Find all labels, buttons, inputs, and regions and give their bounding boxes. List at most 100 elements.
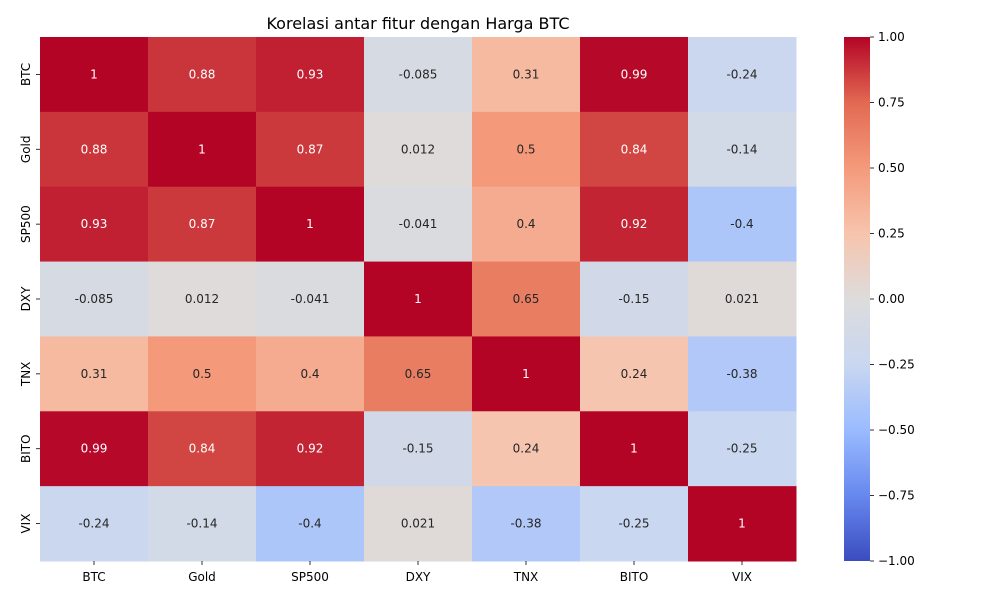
- cell-value-label: 0.99: [81, 442, 108, 456]
- heatmap-cell-btc-btc: [40, 37, 149, 113]
- cell-value-label: 1: [522, 367, 530, 381]
- cell-value-label: 0.24: [621, 367, 648, 381]
- heatmap-cell-bito-bito: [580, 411, 689, 487]
- cell-value-label: 0.31: [81, 367, 108, 381]
- cell-value-label: -0.085: [75, 292, 114, 306]
- heatmap-cell-bito-dxy: [364, 411, 473, 487]
- heatmap-cell-tnx-dxy: [364, 336, 473, 412]
- cell-value-label: -0.25: [618, 517, 649, 531]
- cell-value-label: 0.93: [297, 67, 324, 81]
- colorbar-tick-label: 0.00: [878, 292, 905, 306]
- cell-value-label: -0.38: [726, 367, 757, 381]
- cell-value-label: 0.24: [513, 442, 540, 456]
- cell-value-label: 1: [198, 142, 206, 156]
- cell-value-label: 0.31: [513, 67, 540, 81]
- x-tick-label: DXY: [406, 570, 431, 584]
- cell-value-label: 0.021: [725, 292, 759, 306]
- colorbar-tick-label: 1.00: [878, 30, 905, 44]
- cell-value-label: -0.15: [402, 442, 433, 456]
- heatmap-cell-sp500-btc: [40, 186, 149, 263]
- heatmap-cell-dxy-bito: [580, 261, 689, 337]
- heatmap-cell-vix-btc: [40, 486, 149, 562]
- y-tick-label: BITO: [19, 434, 33, 463]
- heatmap-cell-gold-dxy: [364, 111, 473, 188]
- heatmap-cell-tnx-tnx: [472, 336, 581, 412]
- colorbar-tick-label: −1.00: [878, 554, 915, 568]
- heatmap-cell-dxy-sp500: [256, 261, 365, 337]
- cell-value-label: -0.38: [510, 517, 541, 531]
- chart-title: Korelasi antar fitur dengan Harga BTC: [266, 14, 569, 33]
- colorbar-tick-label: −0.25: [878, 358, 915, 372]
- heatmap-cell-bito-gold: [148, 411, 257, 487]
- y-tick-label: BTC: [19, 63, 33, 86]
- heatmap-cell-dxy-vix: [688, 261, 797, 337]
- x-tick-label: TNX: [513, 570, 539, 584]
- heatmap-cell-vix-tnx: [472, 486, 581, 562]
- heatmap-cell-vix-vix: [688, 486, 797, 562]
- cell-value-label: 0.5: [192, 367, 211, 381]
- heatmap-cell-sp500-tnx: [472, 186, 581, 263]
- heatmap-cell-gold-gold: [148, 111, 257, 188]
- cell-value-label: -0.25: [726, 442, 757, 456]
- cell-value-label: -0.041: [399, 217, 438, 231]
- cell-value-label: 1: [630, 442, 638, 456]
- cell-value-label: 0.65: [405, 367, 432, 381]
- x-tick-label: Gold: [188, 570, 216, 584]
- heatmap-cell-bito-sp500: [256, 411, 365, 487]
- heatmap-cell-sp500-vix: [688, 186, 797, 263]
- colorbar-tick-label: 0.50: [878, 161, 905, 175]
- cell-value-label: -0.14: [186, 517, 217, 531]
- heatmap-cell-gold-sp500: [256, 111, 365, 188]
- x-tick-label: VIX: [732, 570, 752, 584]
- heatmap-cell-sp500-sp500: [256, 186, 365, 263]
- x-tick-label: BTC: [82, 570, 105, 584]
- cell-value-label: -0.041: [291, 292, 330, 306]
- y-axis-ticks: BTC Gold SP500 DXY TNX BITO VIX: [19, 63, 40, 534]
- heatmap-cell-sp500-dxy: [364, 186, 473, 263]
- cell-value-label: 0.4: [516, 217, 535, 231]
- heatmap-cell-bito-btc: [40, 411, 149, 487]
- colorbar-tick-label: −0.50: [878, 423, 915, 437]
- x-axis-ticks: BTC Gold SP500 DXY TNX BITO VIX: [82, 561, 752, 584]
- heatmap-cell-tnx-bito: [580, 336, 689, 412]
- heatmap-cell-tnx-btc: [40, 336, 149, 412]
- cell-value-label: 1: [90, 67, 98, 81]
- colorbar-tick-label: −0.75: [878, 489, 915, 503]
- heatmap-cell-gold-vix: [688, 111, 797, 188]
- heatmap-cell-tnx-sp500: [256, 336, 365, 412]
- cell-value-label: 0.88: [189, 67, 216, 81]
- y-tick-label: SP500: [19, 205, 33, 243]
- cell-value-label: 0.5: [516, 142, 535, 156]
- cell-value-label: 1: [738, 517, 746, 531]
- cell-value-label: -0.24: [726, 67, 757, 81]
- colorbar-tick-label: 0.25: [878, 227, 905, 241]
- y-tick-label: VIX: [19, 514, 33, 534]
- heatmap-cell-gold-bito: [580, 111, 689, 188]
- heatmap-cell-sp500-bito: [580, 186, 689, 263]
- cell-value-label: 0.012: [185, 292, 219, 306]
- heatmap-cell-btc-tnx: [472, 37, 581, 113]
- cell-value-label: -0.24: [78, 517, 109, 531]
- cell-value-label: 0.84: [189, 442, 216, 456]
- cell-value-label: 0.65: [513, 292, 540, 306]
- y-tick-label: DXY: [19, 286, 33, 311]
- cell-value-label: 0.84: [621, 142, 648, 156]
- heatmap-cell-btc-sp500: [256, 37, 365, 113]
- heatmap-cell-gold-tnx: [472, 111, 581, 188]
- x-tick-label: BITO: [620, 570, 649, 584]
- cell-value-label: 1: [306, 217, 314, 231]
- heatmap-cell-tnx-gold: [148, 336, 257, 412]
- heatmap-cell-dxy-gold: [148, 261, 257, 337]
- colorbar-gradient: [844, 37, 870, 561]
- colorbar: 1.00 0.75 0.50 0.25 0.00 −0.25 −0.50 −0.75 −1.00: [844, 30, 915, 568]
- heatmap-cell-dxy-dxy: [364, 261, 473, 337]
- heatmap-cell-vix-gold: [148, 486, 257, 562]
- heatmap-cell-btc-bito: [580, 37, 689, 113]
- cell-value-label: 0.4: [300, 367, 319, 381]
- heatmap-cell-sp500-gold: [148, 186, 257, 263]
- heatmap-cell-bito-vix: [688, 411, 797, 487]
- cell-value-label: -0.4: [730, 217, 753, 231]
- heatmap-cell-dxy-tnx: [472, 261, 581, 337]
- heatmap-cell-bito-tnx: [472, 411, 581, 487]
